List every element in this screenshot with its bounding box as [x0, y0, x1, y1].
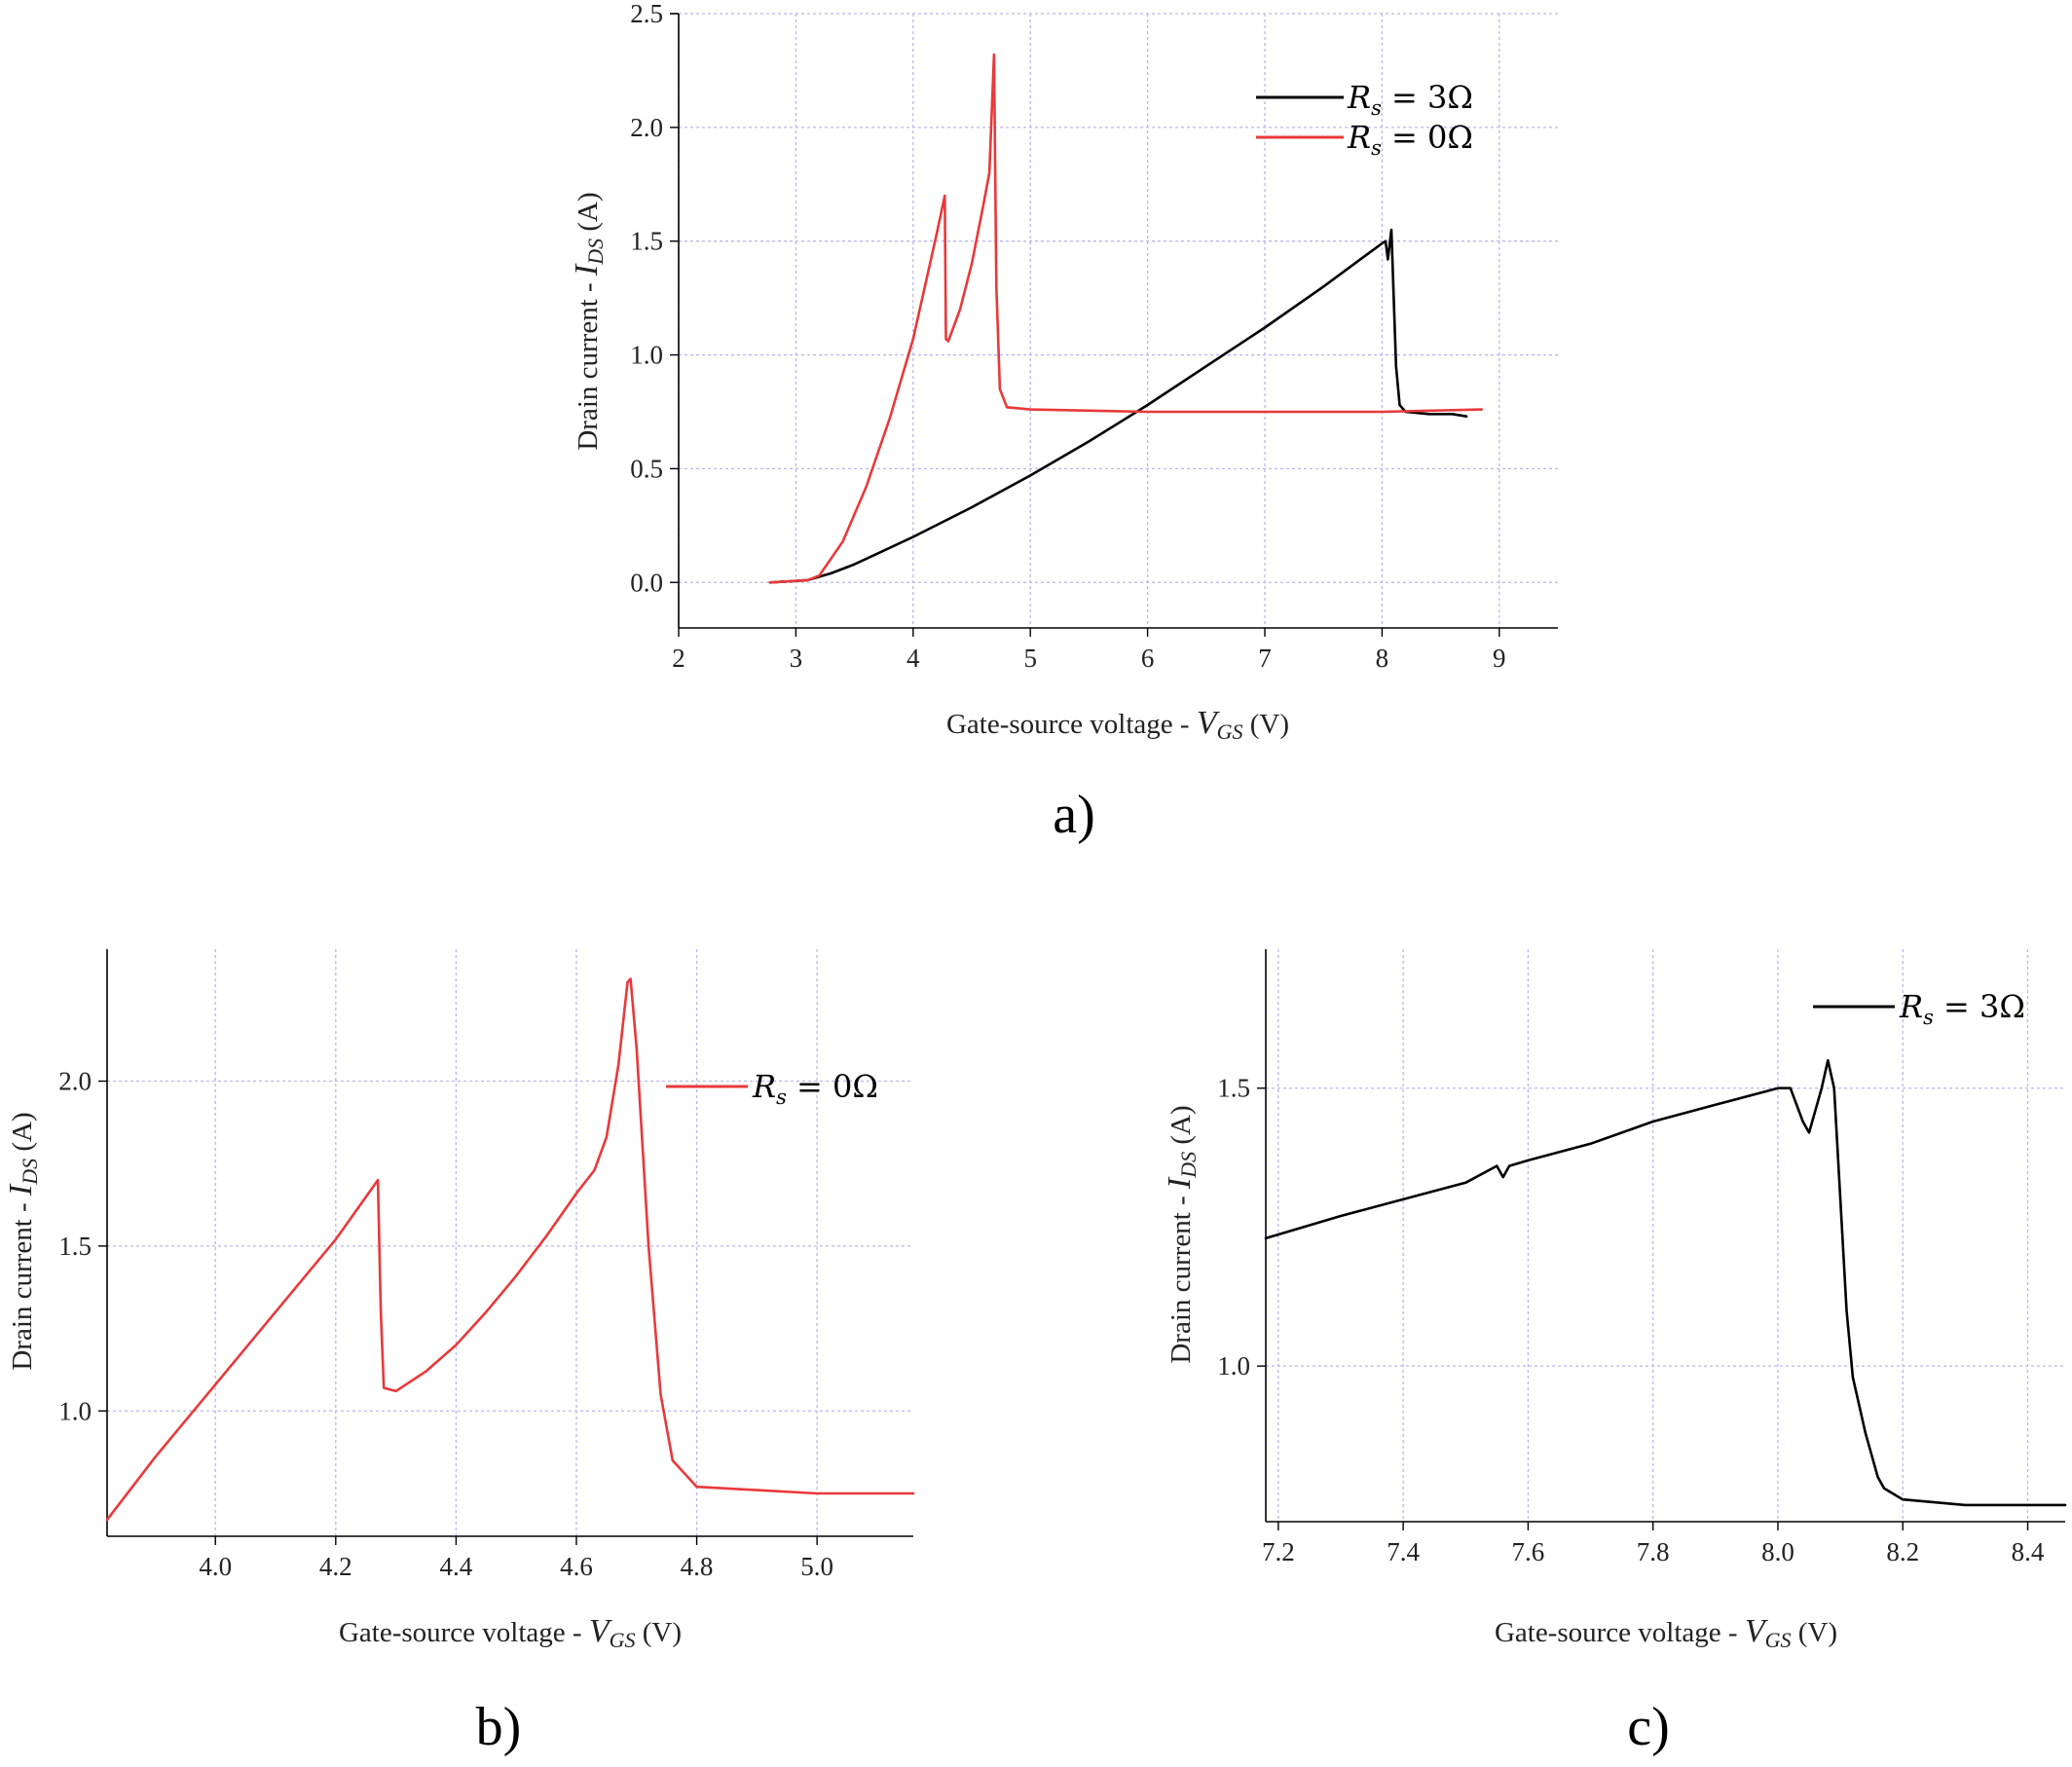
y-axis-title-a: Drain current - IDS (A) — [569, 192, 608, 450]
panel-label-a: a) — [1053, 785, 1095, 845]
x-tick-label: 5.0 — [800, 1552, 833, 1581]
x-tick-label: 4.8 — [681, 1552, 714, 1581]
panel-label-b: b) — [476, 1697, 522, 1757]
y-tick-label: 1.5 — [1217, 1074, 1250, 1103]
x-tick-label: 8.4 — [2012, 1537, 2045, 1566]
series-line-rs-0 — [105, 977, 915, 1522]
x-tick-label: 2 — [672, 644, 685, 673]
chart-panel-b: 4.0 4.2 4.4 4.6 4.8 5.0 1.0 1.5 2.0 Drain curren… — [3, 949, 915, 1757]
x-tick-label: 9 — [1493, 644, 1506, 673]
x-tick-label: 4.4 — [440, 1552, 473, 1581]
x-tick-label: 7.6 — [1512, 1537, 1545, 1566]
y-tick-label: 2.0 — [630, 113, 663, 142]
legend-c: Rs = 3Ω — [1813, 988, 2025, 1029]
y-tick-label: 1.0 — [630, 341, 663, 370]
y-tick-label: 1.0 — [58, 1396, 92, 1425]
legend-label-rs-3: Rs = 3Ω — [1347, 79, 1473, 120]
x-tick-label: 4.6 — [560, 1552, 593, 1581]
legend-label-rs-3-c: Rs = 3Ω — [1899, 988, 2025, 1029]
panel-label-c: c) — [1627, 1697, 1670, 1757]
x-axis-title-b: Gate-source voltage - VGS (V) — [339, 1613, 682, 1652]
x-tick-label: 8.0 — [1761, 1537, 1794, 1566]
ticks-b: 4.0 4.2 4.4 4.6 4.8 5.0 1.0 1.5 2.0 — [58, 1067, 833, 1581]
series-line-rs-0 — [768, 53, 1483, 584]
y-tick-label: 0.0 — [630, 568, 663, 597]
y-tick-label: 2.5 — [630, 0, 663, 28]
x-tick-label: 5 — [1023, 644, 1037, 673]
x-tick-label: 7.4 — [1387, 1537, 1420, 1566]
grid-c — [1266, 949, 2065, 1522]
legend-label-rs-0: Rs = 0Ω — [1347, 119, 1473, 160]
y-tick-label: 2.0 — [58, 1067, 92, 1096]
grid-b — [107, 949, 913, 1536]
x-tick-label: 4.2 — [319, 1552, 352, 1581]
grid-a — [678, 13, 1558, 628]
x-tick-label: 4 — [906, 644, 920, 673]
x-tick-label: 7.8 — [1637, 1537, 1670, 1566]
x-tick-label: 8 — [1376, 644, 1389, 673]
x-tick-label: 4.0 — [199, 1552, 232, 1581]
series-line-rs-3 — [1264, 1058, 2067, 1507]
series-b — [105, 977, 915, 1522]
x-tick-label: 6 — [1141, 644, 1155, 673]
ticks-c: 7.2 7.4 7.6 7.8 8.0 8.2 8.4 1.0 1.5 — [1217, 1074, 2045, 1566]
legend-b: Rs = 0Ω — [666, 1068, 878, 1109]
series-c — [1264, 1058, 2067, 1507]
x-axis-title-a: Gate-source voltage - VGS (V) — [946, 705, 1289, 744]
chart-panel-a: 2 3 4 5 6 7 8 9 0.0 0.5 1.0 1.5 2.0 2.5 Drain current… — [569, 0, 1558, 845]
y-axis-title-c: Drain current - IDS (A) — [1162, 1105, 1201, 1363]
legend-label-rs-0-b: Rs = 0Ω — [752, 1068, 878, 1109]
series-a — [768, 53, 1483, 584]
legend-a: Rs = 3Ω Rs = 0Ω — [1256, 79, 1473, 160]
x-tick-label: 8.2 — [1886, 1537, 1919, 1566]
chart-panel-c: 7.2 7.4 7.6 7.8 8.0 8.2 8.4 1.0 1.5 Drain curren… — [1162, 949, 2067, 1757]
y-tick-label: 0.5 — [630, 454, 663, 483]
x-tick-label: 7 — [1258, 644, 1272, 673]
x-tick-label: 7.2 — [1262, 1537, 1295, 1566]
y-tick-label: 1.5 — [58, 1232, 92, 1261]
y-tick-label: 1.5 — [630, 227, 663, 256]
y-tick-label: 1.0 — [1217, 1351, 1250, 1380]
y-axis-title-b: Drain current - IDS (A) — [3, 1112, 42, 1370]
x-axis-title-c: Gate-source voltage - VGS (V) — [1495, 1613, 1837, 1652]
x-tick-label: 3 — [790, 644, 803, 673]
ticks-a: 2 3 4 5 6 7 8 9 0.0 0.5 1.0 1.5 2.0 2.5 — [630, 0, 1505, 673]
series-line-rs-3 — [768, 228, 1468, 584]
